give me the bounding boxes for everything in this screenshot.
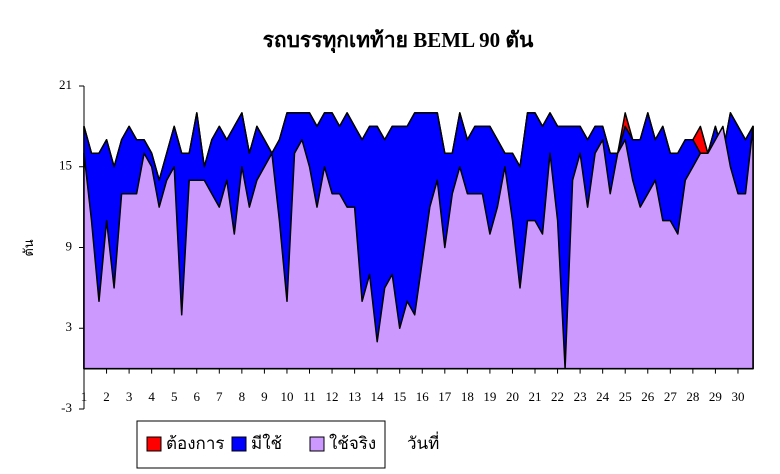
x-tick-label: 28 bbox=[686, 389, 699, 404]
legend-label: ใช้จริง bbox=[329, 433, 376, 453]
area bbox=[83, 125, 754, 370]
x-tick-label: 2 bbox=[103, 389, 110, 404]
legend-swatch bbox=[146, 436, 162, 452]
x-tick-label: 12 bbox=[326, 389, 339, 404]
y-tick-label: 15 bbox=[59, 158, 72, 173]
x-tick-label: 30 bbox=[731, 389, 744, 404]
x-tick-label: 18 bbox=[461, 389, 474, 404]
x-tick-label: 27 bbox=[664, 389, 678, 404]
x-tick-label: 17 bbox=[438, 389, 452, 404]
legend-label: ต้องการ bbox=[166, 434, 225, 453]
y-tick-label: 21 bbox=[59, 77, 72, 92]
x-tick-label: 21 bbox=[529, 389, 542, 404]
x-tick-label: 25 bbox=[619, 389, 632, 404]
x-tick-label: 10 bbox=[280, 389, 293, 404]
x-tick-label: 26 bbox=[641, 389, 655, 404]
y-tick-label: -3 bbox=[61, 400, 72, 415]
x-tick-label: 15 bbox=[393, 389, 406, 404]
y-tick-label: 3 bbox=[66, 319, 73, 334]
x-tick-label: 3 bbox=[126, 389, 133, 404]
y-axis-label: ตัน bbox=[21, 239, 36, 256]
chart-title: รถบรรทุกเทท้าย BEML 90 ตัน bbox=[263, 28, 534, 54]
x-tick-label: 8 bbox=[239, 389, 246, 404]
x-tick-label: 23 bbox=[574, 389, 587, 404]
x-tick-label: 19 bbox=[483, 389, 496, 404]
legend-label: มีใช้ bbox=[251, 433, 282, 453]
x-tick-label: 7 bbox=[216, 389, 223, 404]
x-tick-label: 9 bbox=[261, 389, 268, 404]
x-tick-label: 5 bbox=[171, 389, 178, 404]
x-tick-label: 16 bbox=[416, 389, 430, 404]
x-tick-label: 6 bbox=[194, 389, 201, 404]
x-tick-label: 20 bbox=[506, 389, 519, 404]
x-axis-label: วันที่ bbox=[407, 431, 439, 453]
x-tick-label: 4 bbox=[148, 389, 155, 404]
x-tick-label: 24 bbox=[596, 389, 610, 404]
legend-box bbox=[136, 420, 386, 469]
x-tick-label: 29 bbox=[709, 389, 722, 404]
x-tick-label: 1 bbox=[81, 389, 88, 404]
x-tick-label: 11 bbox=[303, 389, 316, 404]
legend-swatch bbox=[231, 436, 247, 452]
legend-swatch bbox=[309, 436, 325, 452]
x-tick-label: 13 bbox=[348, 389, 361, 404]
x-tick-label: 14 bbox=[371, 389, 385, 404]
x-tick-label: 22 bbox=[551, 389, 564, 404]
y-tick-label: 9 bbox=[66, 238, 73, 253]
